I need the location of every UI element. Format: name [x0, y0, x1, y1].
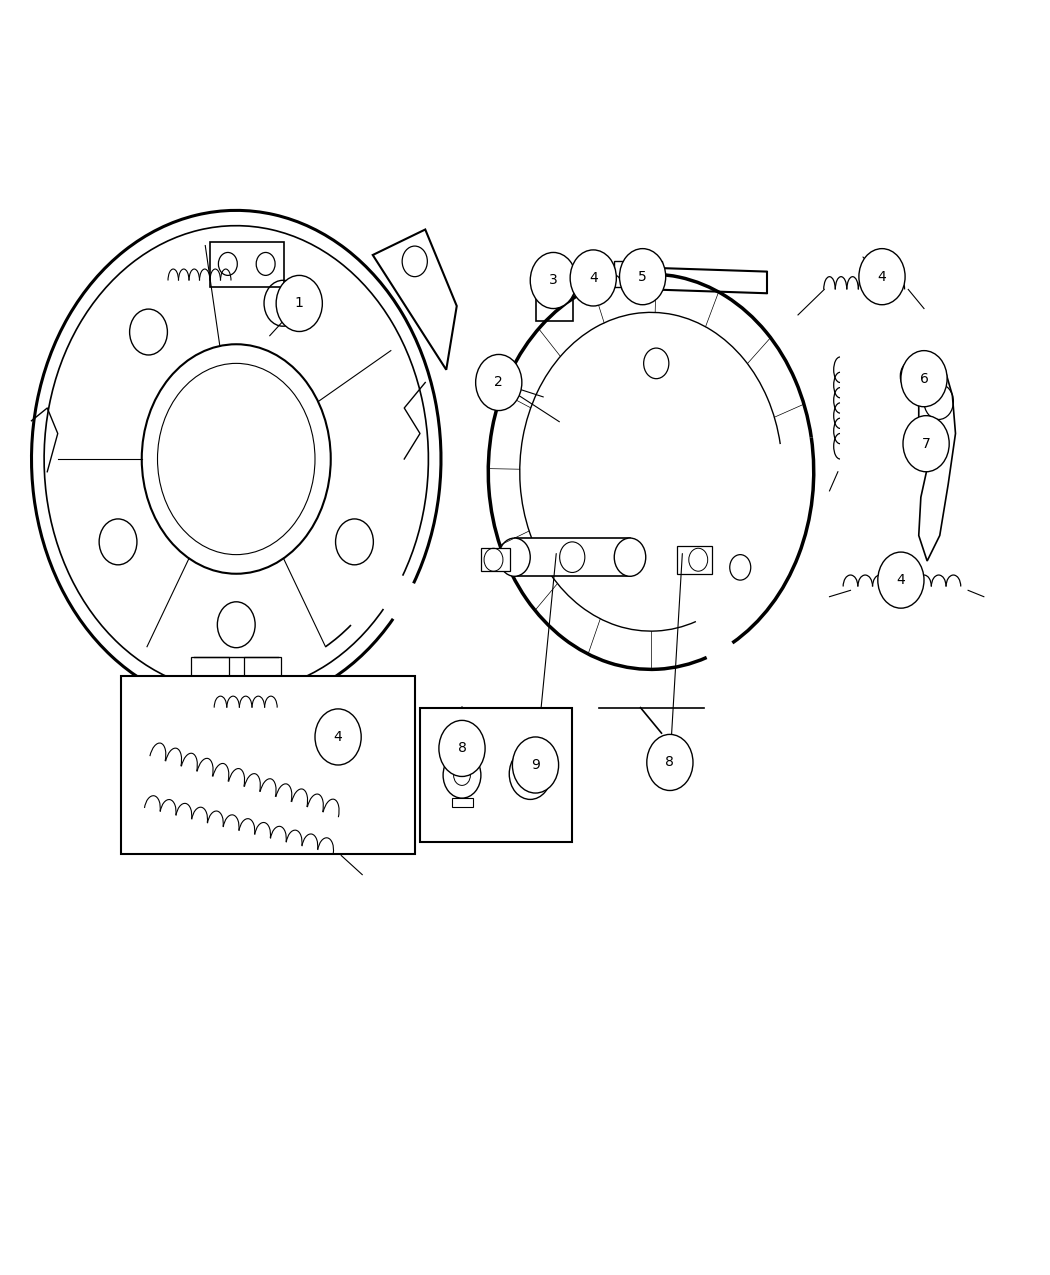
Text: 2: 2: [495, 376, 503, 389]
Polygon shape: [614, 261, 662, 287]
Circle shape: [647, 734, 693, 790]
Circle shape: [276, 275, 322, 332]
Text: 4: 4: [589, 272, 597, 284]
Text: 1: 1: [295, 297, 303, 310]
Text: 7: 7: [922, 437, 930, 450]
Circle shape: [499, 538, 530, 576]
Circle shape: [439, 720, 485, 776]
Circle shape: [903, 416, 949, 472]
Polygon shape: [514, 538, 630, 576]
Text: 4: 4: [878, 270, 886, 283]
Circle shape: [859, 249, 905, 305]
Circle shape: [570, 250, 616, 306]
Circle shape: [509, 748, 551, 799]
Polygon shape: [191, 657, 229, 682]
Circle shape: [476, 354, 522, 411]
Text: 3: 3: [549, 274, 558, 287]
Circle shape: [620, 249, 666, 305]
Circle shape: [315, 709, 361, 765]
Circle shape: [512, 737, 559, 793]
FancyBboxPatch shape: [420, 708, 572, 842]
Text: 8: 8: [458, 742, 466, 755]
Text: 4: 4: [897, 574, 905, 586]
Text: 8: 8: [666, 756, 674, 769]
Circle shape: [614, 538, 646, 576]
Text: 6: 6: [920, 372, 928, 385]
Text: 5: 5: [638, 270, 647, 283]
Polygon shape: [452, 798, 472, 807]
Circle shape: [530, 252, 576, 309]
Text: 4: 4: [334, 731, 342, 743]
Circle shape: [443, 752, 481, 798]
Text: 9: 9: [531, 759, 540, 771]
Circle shape: [901, 351, 947, 407]
Polygon shape: [244, 657, 281, 682]
FancyBboxPatch shape: [121, 676, 415, 854]
Circle shape: [878, 552, 924, 608]
Polygon shape: [677, 546, 712, 574]
Polygon shape: [481, 548, 510, 571]
